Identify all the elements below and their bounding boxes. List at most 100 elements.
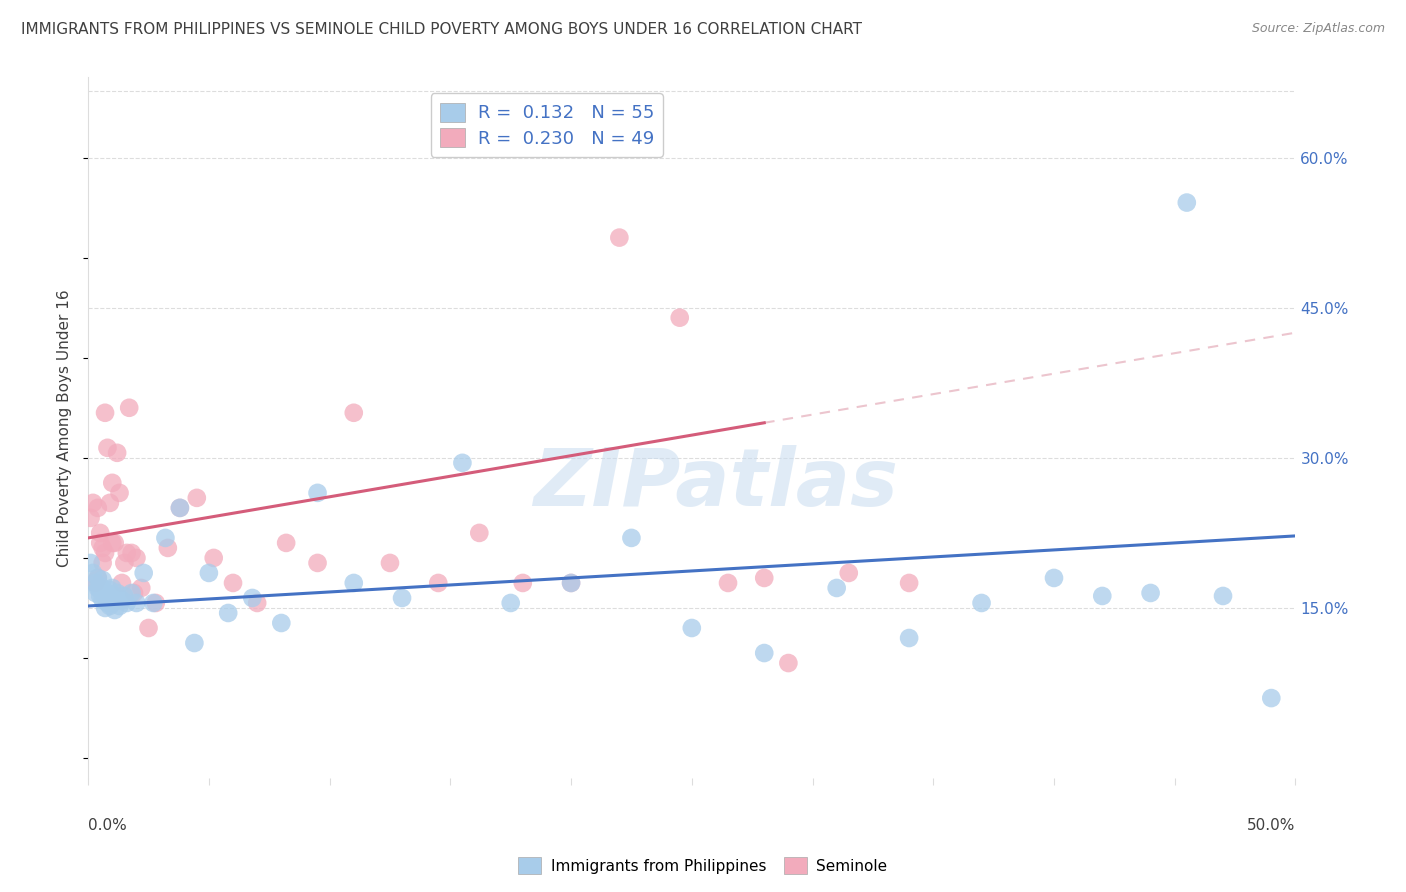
Point bbox=[89, 582, 111, 597]
Point bbox=[115, 596, 138, 610]
Point bbox=[681, 621, 703, 635]
Point bbox=[183, 636, 205, 650]
Point bbox=[1139, 586, 1161, 600]
Point bbox=[155, 531, 177, 545]
Point bbox=[91, 593, 114, 607]
Point bbox=[307, 486, 329, 500]
Point bbox=[202, 550, 225, 565]
Point bbox=[1260, 691, 1282, 706]
Point bbox=[89, 525, 111, 540]
Point bbox=[91, 556, 114, 570]
Point bbox=[468, 525, 491, 540]
Point bbox=[1212, 589, 1234, 603]
Point bbox=[778, 656, 800, 670]
Point bbox=[105, 586, 128, 600]
Point bbox=[620, 531, 643, 545]
Point bbox=[169, 500, 191, 515]
Point bbox=[98, 496, 121, 510]
Point bbox=[129, 581, 152, 595]
Point bbox=[186, 491, 208, 505]
Text: Source: ZipAtlas.com: Source: ZipAtlas.com bbox=[1251, 22, 1385, 36]
Point bbox=[91, 541, 114, 555]
Point bbox=[1091, 589, 1114, 603]
Point bbox=[560, 576, 582, 591]
Point bbox=[104, 589, 127, 603]
Point bbox=[217, 606, 239, 620]
Point bbox=[101, 581, 124, 595]
Point bbox=[142, 596, 165, 610]
Point bbox=[898, 631, 921, 645]
Point bbox=[82, 496, 104, 510]
Point bbox=[169, 500, 191, 515]
Point bbox=[391, 591, 413, 605]
Point bbox=[87, 571, 110, 585]
Point bbox=[122, 586, 145, 600]
Point bbox=[89, 579, 111, 593]
Point bbox=[79, 556, 101, 570]
Point bbox=[108, 486, 131, 500]
Point bbox=[96, 596, 118, 610]
Legend: R =  0.132   N = 55, R =  0.230   N = 49: R = 0.132 N = 55, R = 0.230 N = 49 bbox=[430, 94, 664, 157]
Point bbox=[87, 500, 110, 515]
Point bbox=[138, 621, 160, 635]
Text: IMMIGRANTS FROM PHILIPPINES VS SEMINOLE CHILD POVERTY AMONG BOYS UNDER 16 CORREL: IMMIGRANTS FROM PHILIPPINES VS SEMINOLE … bbox=[21, 22, 862, 37]
Point bbox=[84, 576, 107, 591]
Point bbox=[222, 576, 245, 591]
Point bbox=[560, 576, 582, 591]
Text: 0.0%: 0.0% bbox=[89, 818, 127, 833]
Point bbox=[89, 589, 111, 603]
Point bbox=[82, 566, 104, 580]
Point bbox=[512, 576, 534, 591]
Point bbox=[87, 581, 110, 595]
Point bbox=[84, 586, 107, 600]
Point bbox=[970, 596, 993, 610]
Point bbox=[91, 573, 114, 587]
Point bbox=[145, 596, 167, 610]
Point bbox=[125, 550, 148, 565]
Point bbox=[343, 406, 366, 420]
Point bbox=[270, 615, 292, 630]
Point bbox=[112, 589, 135, 603]
Point bbox=[104, 536, 127, 550]
Point bbox=[499, 596, 522, 610]
Point bbox=[98, 582, 121, 597]
Point bbox=[111, 576, 134, 591]
Point bbox=[276, 536, 298, 550]
Point bbox=[343, 576, 366, 591]
Point bbox=[94, 406, 117, 420]
Point bbox=[79, 511, 101, 525]
Point bbox=[825, 581, 848, 595]
Point bbox=[94, 546, 117, 560]
Point bbox=[427, 576, 450, 591]
Point bbox=[198, 566, 221, 580]
Point bbox=[101, 536, 124, 550]
Point bbox=[118, 401, 141, 415]
Point bbox=[754, 646, 776, 660]
Point bbox=[112, 556, 135, 570]
Point bbox=[125, 596, 148, 610]
Point bbox=[101, 475, 124, 490]
Point bbox=[108, 599, 131, 613]
Point bbox=[121, 546, 143, 560]
Point bbox=[121, 586, 143, 600]
Point bbox=[609, 230, 631, 244]
Text: 50.0%: 50.0% bbox=[1247, 818, 1295, 833]
Point bbox=[717, 576, 740, 591]
Point bbox=[84, 576, 107, 591]
Point bbox=[246, 596, 269, 610]
Point bbox=[240, 591, 263, 605]
Point bbox=[115, 546, 138, 560]
Point bbox=[1043, 571, 1066, 585]
Point bbox=[838, 566, 860, 580]
Point bbox=[105, 446, 128, 460]
Point bbox=[156, 541, 179, 555]
Point bbox=[307, 556, 329, 570]
Point bbox=[378, 556, 401, 570]
Point bbox=[89, 536, 111, 550]
Point bbox=[87, 571, 110, 585]
Y-axis label: Child Poverty Among Boys Under 16: Child Poverty Among Boys Under 16 bbox=[58, 289, 72, 566]
Point bbox=[94, 601, 117, 615]
Point bbox=[754, 571, 776, 585]
Point bbox=[101, 596, 124, 610]
Point bbox=[1175, 195, 1198, 210]
